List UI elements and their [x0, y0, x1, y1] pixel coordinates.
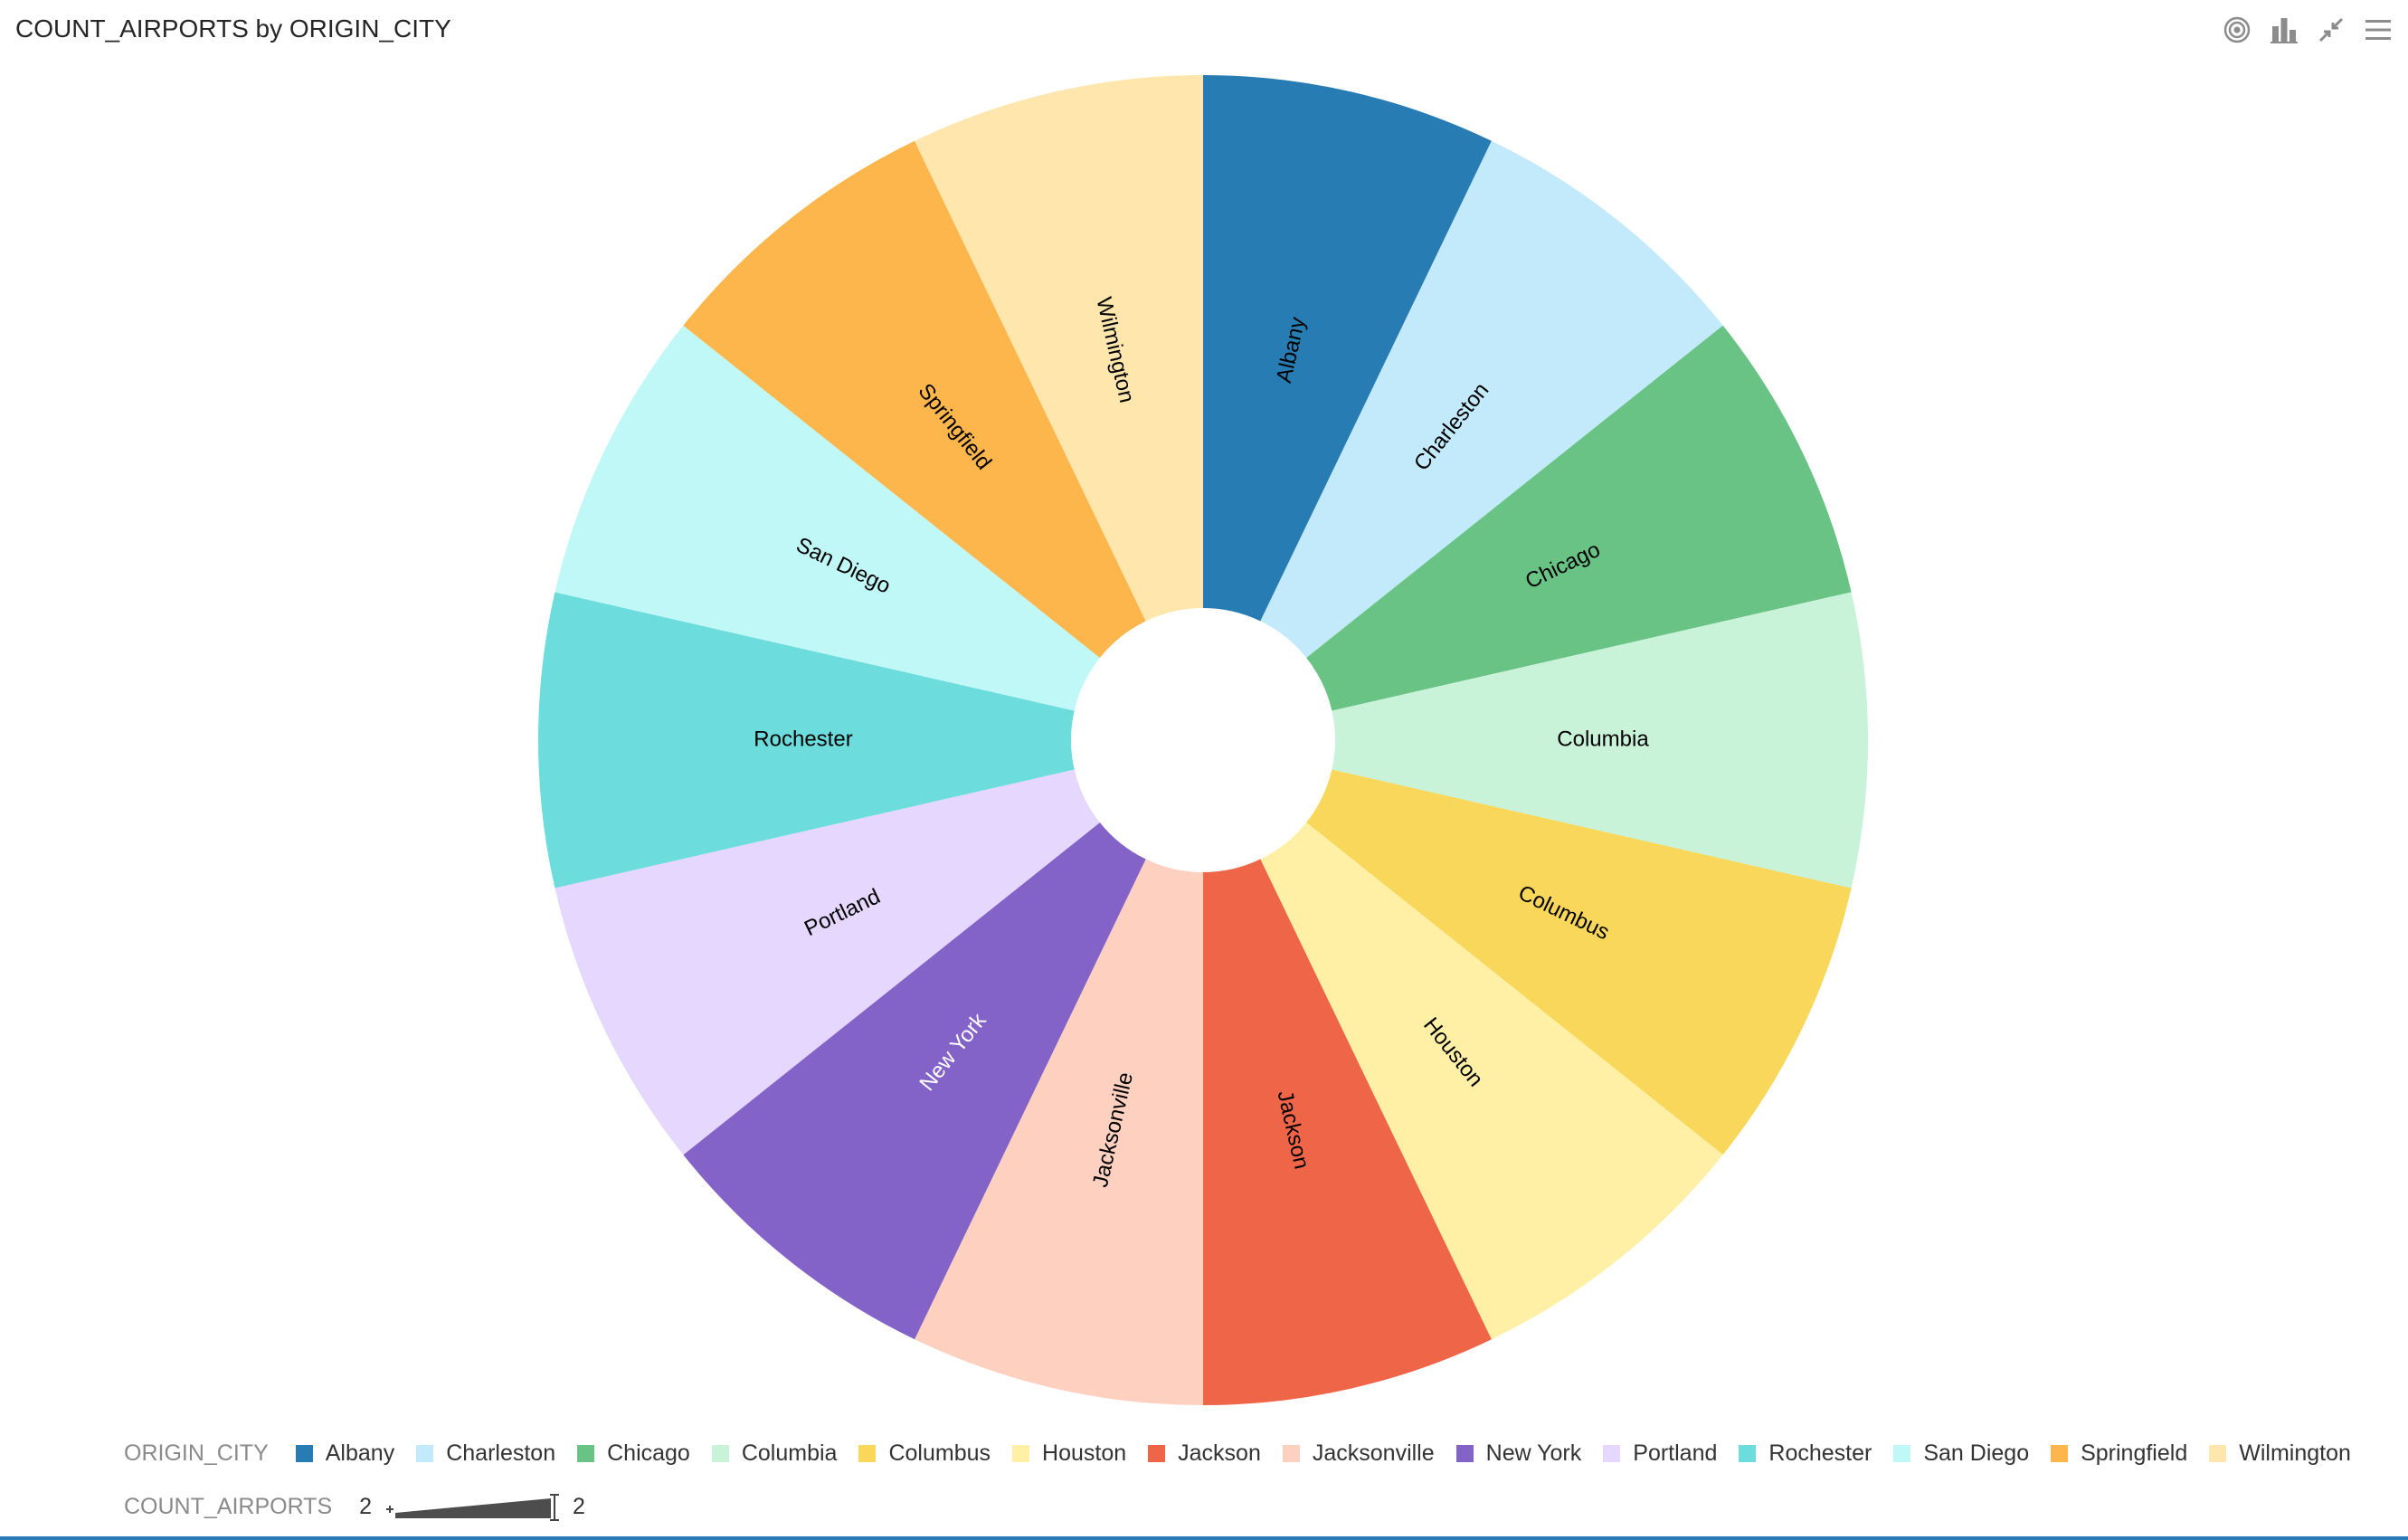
size-legend-ramp	[386, 1494, 560, 1521]
legend-swatch	[1739, 1445, 1757, 1462]
legend-label: Columbus	[888, 1440, 991, 1466]
legend-label: Jacksonville	[1312, 1440, 1435, 1466]
legend-item-new-york[interactable]: New York	[1455, 1440, 1582, 1467]
legend-swatch	[1148, 1445, 1166, 1462]
legend-item-chicago[interactable]: Chicago	[577, 1440, 690, 1467]
slice-albany[interactable]	[1203, 75, 1492, 622]
slice-rochester[interactable]	[537, 592, 1075, 889]
legend-label: Columbia	[741, 1440, 838, 1466]
legend-swatch	[577, 1445, 595, 1462]
menu-icon[interactable]	[2363, 14, 2394, 45]
slice-label-columbia: Columbia	[1557, 727, 1649, 751]
slice-springfield[interactable]	[683, 140, 1146, 658]
legend-swatch	[1603, 1445, 1621, 1462]
legend-swatch	[858, 1445, 877, 1462]
chart-title: COUNT_AIRPORTS by ORIGIN_CITY	[15, 14, 451, 43]
donut-chart: AlbanyCharlestonChicagoColumbiaColumbusH…	[537, 75, 1868, 1405]
legend-item-springfield[interactable]: Springfield	[2051, 1440, 2187, 1467]
legend-swatch	[1893, 1445, 1911, 1462]
slice-columbus[interactable]	[1306, 769, 1852, 1155]
legend-label: Rochester	[1768, 1440, 1872, 1466]
legend-item-charleston[interactable]: Charleston	[416, 1440, 555, 1467]
slice-charleston[interactable]	[1260, 140, 1723, 658]
legend-swatch	[711, 1445, 729, 1462]
legend-item-rochester[interactable]: Rochester	[1739, 1440, 1872, 1467]
color-legend-items: Albany Charleston Chicago Columbia Columbus H…	[295, 1440, 2373, 1467]
slice-jacksonville[interactable]	[915, 859, 1203, 1405]
legend-item-houston[interactable]: Houston	[1012, 1440, 1126, 1467]
size-legend-caption: COUNT_AIRPORTS	[124, 1493, 333, 1519]
legend-swatch	[1012, 1445, 1030, 1462]
legend-swatch	[295, 1445, 313, 1462]
legend-item-albany[interactable]: Albany	[295, 1440, 395, 1467]
bar-chart-icon[interactable]	[2269, 14, 2299, 45]
slice-houston[interactable]	[1260, 822, 1723, 1340]
slice-wilmington[interactable]	[915, 75, 1203, 622]
slice-jackson[interactable]	[1203, 859, 1492, 1405]
slice-label-rochester: Rochester	[754, 727, 852, 751]
size-legend: COUNT_AIRPORTS 2 2	[124, 1491, 585, 1522]
collapse-icon[interactable]	[2316, 14, 2346, 45]
slice-chicago[interactable]	[1306, 325, 1852, 711]
legend-label: Houston	[1042, 1440, 1127, 1466]
legend-swatch	[2051, 1445, 2069, 1462]
size-legend-min: 2	[359, 1493, 373, 1519]
chart-toolbar	[2222, 14, 2394, 45]
legend-label: Wilmington	[2239, 1440, 2351, 1466]
legend-item-columbus[interactable]: Columbus	[858, 1440, 991, 1467]
legend-item-columbia[interactable]: Columbia	[711, 1440, 838, 1467]
size-legend-max: 2	[573, 1493, 585, 1519]
legend-label: Albany	[325, 1440, 395, 1466]
legend-label: San Diego	[1923, 1440, 2030, 1466]
legend-item-jacksonville[interactable]: Jacksonville	[1282, 1440, 1435, 1467]
legend-label: New York	[1485, 1440, 1582, 1466]
slice-new-york[interactable]	[683, 822, 1146, 1340]
color-legend-caption: ORIGIN_CITY	[124, 1440, 269, 1466]
legend-swatch	[1455, 1445, 1474, 1462]
legend-item-jackson[interactable]: Jackson	[1148, 1440, 1261, 1467]
slice-columbia[interactable]	[1332, 592, 1868, 889]
legend-label: Charleston	[446, 1440, 556, 1466]
legend-label: Portland	[1633, 1440, 1718, 1466]
legend-swatch	[1282, 1445, 1300, 1462]
legend-swatch	[416, 1445, 434, 1462]
legend-label: Jackson	[1178, 1440, 1261, 1466]
target-icon[interactable]	[2222, 14, 2252, 45]
legend-item-san-diego[interactable]: San Diego	[1893, 1440, 2029, 1467]
legend-swatch	[2209, 1445, 2227, 1462]
legend-label: Springfield	[2081, 1440, 2188, 1466]
slice-san-diego[interactable]	[555, 325, 1100, 711]
color-legend: ORIGIN_CITY Albany Charleston Chicago Colum…	[124, 1440, 2373, 1467]
slice-portland[interactable]	[555, 769, 1100, 1155]
legend-label: Chicago	[607, 1440, 690, 1466]
legend-item-wilmington[interactable]: Wilmington	[2209, 1440, 2351, 1467]
legend-item-portland[interactable]: Portland	[1603, 1440, 1717, 1467]
